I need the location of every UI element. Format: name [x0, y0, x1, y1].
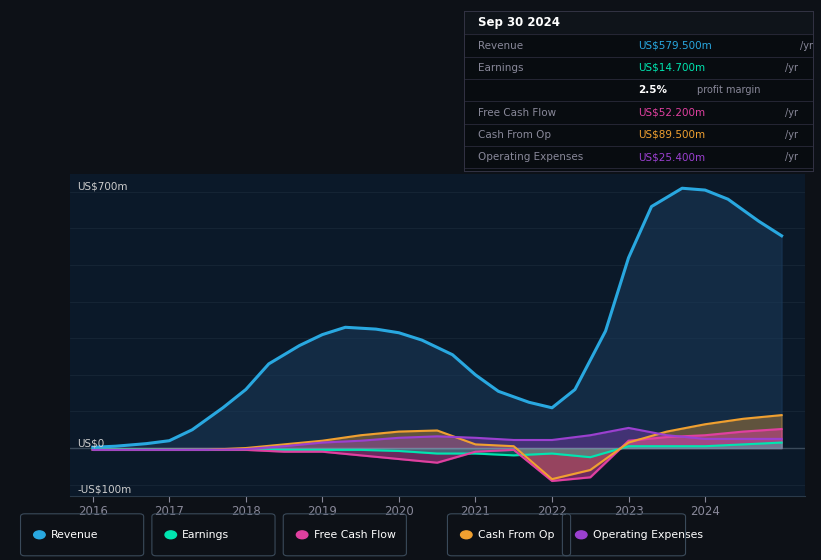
Text: US$25.400m: US$25.400m — [639, 152, 705, 162]
Text: /yr: /yr — [785, 108, 798, 118]
Text: Cash From Op: Cash From Op — [478, 130, 551, 140]
Text: US$52.200m: US$52.200m — [639, 108, 705, 118]
Text: US$579.500m: US$579.500m — [639, 40, 712, 50]
Text: /yr: /yr — [800, 40, 813, 50]
Text: -US$100m: -US$100m — [77, 484, 131, 494]
Text: Cash From Op: Cash From Op — [478, 530, 554, 540]
Text: US$14.700m: US$14.700m — [639, 63, 705, 73]
Text: Revenue: Revenue — [478, 40, 523, 50]
Text: Earnings: Earnings — [182, 530, 229, 540]
Text: Revenue: Revenue — [51, 530, 99, 540]
Text: /yr: /yr — [785, 152, 798, 162]
Text: Free Cash Flow: Free Cash Flow — [478, 108, 556, 118]
Text: US$0: US$0 — [77, 438, 105, 448]
Text: /yr: /yr — [785, 130, 798, 140]
Text: profit margin: profit margin — [697, 85, 760, 95]
Text: 2.5%: 2.5% — [639, 85, 667, 95]
Text: Earnings: Earnings — [478, 63, 523, 73]
Text: Sep 30 2024: Sep 30 2024 — [478, 16, 560, 29]
Bar — [464, 11, 813, 34]
Text: US$700m: US$700m — [77, 182, 128, 192]
Text: Free Cash Flow: Free Cash Flow — [314, 530, 396, 540]
Text: Operating Expenses: Operating Expenses — [478, 152, 583, 162]
Text: /yr: /yr — [785, 63, 798, 73]
Text: US$89.500m: US$89.500m — [639, 130, 705, 140]
Text: Operating Expenses: Operating Expenses — [593, 530, 703, 540]
